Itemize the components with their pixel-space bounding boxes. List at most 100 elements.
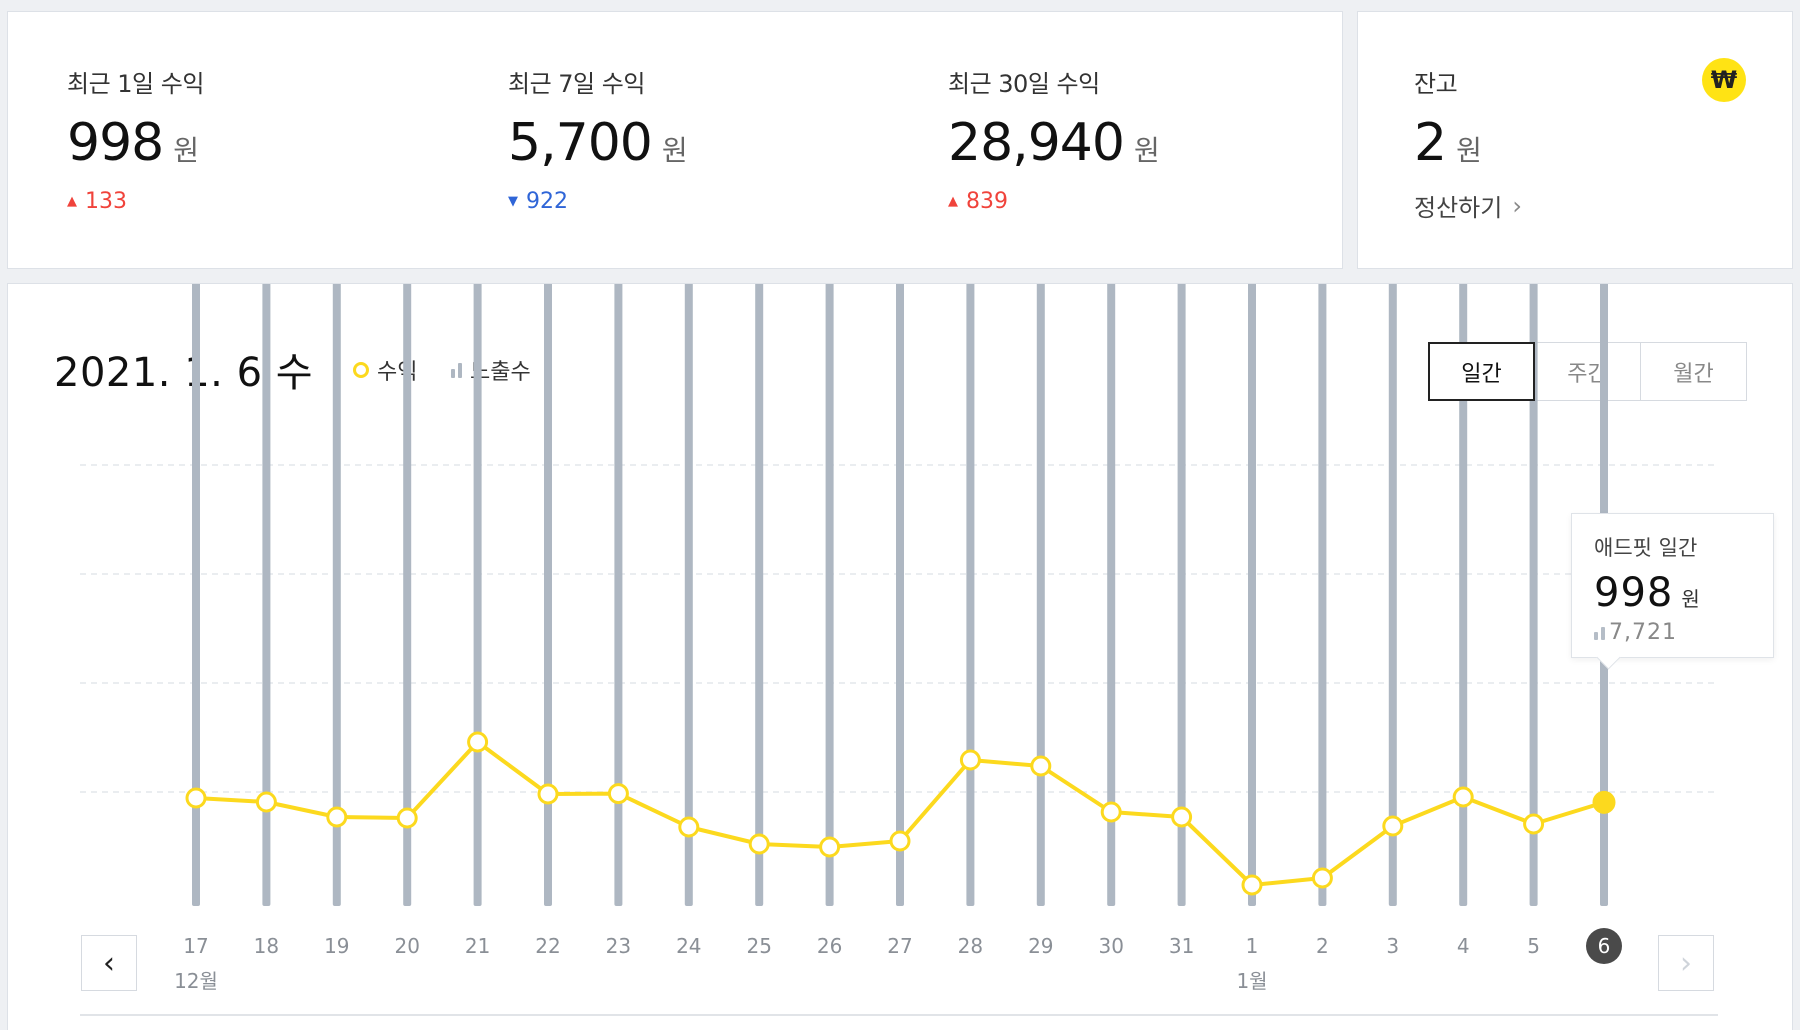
tooltip-title: 애드핏 일간 xyxy=(1594,536,1698,560)
prev-period-button[interactable]: ‹ xyxy=(81,935,137,991)
tooltip-value: 998 xyxy=(1594,570,1674,616)
stat-value: 5,700 xyxy=(508,113,653,173)
stat-value: 28,940 xyxy=(948,113,1125,173)
tab-daily[interactable]: 일간 xyxy=(1428,342,1535,401)
period-tabs: 일간 주간 월간 xyxy=(1428,342,1747,401)
x-tick-label: 18 xyxy=(254,934,279,958)
revenue-point xyxy=(1311,867,1333,889)
settle-label: 정산하기 xyxy=(1414,194,1503,222)
impression-bar xyxy=(544,284,552,906)
stat-label: 최근 7일 수익 xyxy=(508,70,645,98)
revenue-point xyxy=(959,749,981,771)
impression-bar xyxy=(896,284,904,906)
revenue-point xyxy=(1592,790,1616,814)
impression-bar xyxy=(1107,284,1116,906)
balance-value: 2 xyxy=(1414,113,1447,173)
tooltip-impressions-value: 7,721 xyxy=(1609,620,1677,645)
revenue-point xyxy=(1241,874,1263,896)
x-tick-label: 22 xyxy=(535,934,560,958)
balance-stat: 잔고 2 원 xyxy=(1414,64,1482,173)
revenue-point xyxy=(1382,815,1404,837)
x-tick-label: 20 xyxy=(394,934,419,958)
tab-monthly[interactable]: 월간 xyxy=(1640,342,1747,401)
stat-7day: 최근 7일 수익 5,700 원 ▼ 922 xyxy=(508,64,688,214)
bar-chart-icon xyxy=(451,362,462,378)
stat-unit: 원 xyxy=(1133,134,1160,167)
stat-value: 998 xyxy=(67,113,164,173)
x-tick-label: 30 xyxy=(1098,934,1123,958)
bar-chart-icon xyxy=(1594,626,1605,640)
x-tick-label: 28 xyxy=(958,934,983,958)
x-tick-label: 25 xyxy=(746,934,771,958)
x-tick-label: 6 xyxy=(1598,934,1611,958)
x-tick-label: 17 xyxy=(183,934,208,958)
revenue-point xyxy=(1100,801,1122,823)
x-tick-label: 26 xyxy=(817,934,842,958)
revenue-point xyxy=(326,806,348,828)
revenue-point xyxy=(1523,813,1545,835)
stat-delta: ▲ 133 xyxy=(67,189,204,214)
revenue-point xyxy=(678,816,700,838)
x-tick-label: 23 xyxy=(606,934,631,958)
balance-unit: 원 xyxy=(1456,134,1482,167)
impression-bar xyxy=(1459,284,1468,906)
stat-30day: 최근 30일 수익 28,940 원 ▲ 839 xyxy=(948,64,1160,214)
impression-bar xyxy=(192,284,200,906)
stat-delta: ▼ 922 xyxy=(508,189,688,214)
x-tick-label: 27 xyxy=(887,934,912,958)
revenue-point xyxy=(1030,755,1052,777)
x-tick-label: 29 xyxy=(1028,934,1053,958)
impression-bar xyxy=(825,284,834,906)
x-tick-label: 31 xyxy=(1169,934,1194,958)
settle-link[interactable]: 정산하기 › xyxy=(1414,188,1522,223)
revenue-point xyxy=(255,791,277,813)
stat-unit: 원 xyxy=(661,134,688,167)
x-tick-label: 24 xyxy=(676,934,701,958)
summary-card: 최근 1일 수익 998 원 ▲ 133 최근 7일 수익 5,700 원 ▼ … xyxy=(7,11,1343,269)
month-label: 12월 xyxy=(174,969,218,993)
month-label: 1월 xyxy=(1236,969,1267,993)
impression-bar xyxy=(1248,284,1256,906)
revenue-point xyxy=(396,807,418,829)
stat-delta: ▲ 839 xyxy=(948,189,1160,214)
impression-bar xyxy=(403,284,412,906)
impression-bar xyxy=(473,284,482,906)
x-tick-label: 19 xyxy=(324,934,349,958)
revenue-point xyxy=(748,833,770,855)
impression-bar xyxy=(1177,284,1186,906)
chevron-left-icon: ‹ xyxy=(103,945,115,981)
impression-bar xyxy=(755,284,764,906)
impression-bar xyxy=(1529,284,1538,906)
impression-bar xyxy=(332,284,341,906)
triangle-up-icon: ▲ xyxy=(67,194,77,209)
revenue-point xyxy=(607,783,629,805)
stat-label: 최근 30일 수익 xyxy=(948,70,1100,98)
chart-card: 2021. 1. 6 수 수익 노출수 일간 주간 월간 17 18 19 20 21 2… xyxy=(7,283,1793,1030)
revenue-point xyxy=(467,731,489,753)
x-tick-label: 3 xyxy=(1386,934,1399,958)
chevron-right-icon: › xyxy=(1680,945,1692,981)
revenue-point xyxy=(1171,806,1193,828)
balance-card: 잔고 2 원 ₩ 정산하기 › xyxy=(1357,11,1793,269)
impression-bar xyxy=(262,284,271,906)
selected-day-marker xyxy=(1586,928,1622,964)
revenue-point xyxy=(185,787,207,809)
balance-label: 잔고 xyxy=(1414,70,1458,98)
delta-value: 839 xyxy=(966,189,1008,214)
impression-bar xyxy=(684,284,693,906)
stat-1day: 최근 1일 수익 998 원 ▲ 133 xyxy=(67,64,204,214)
impression-bar xyxy=(966,284,975,906)
x-tick-label: 21 xyxy=(465,934,490,958)
chevron-right-icon: › xyxy=(1512,191,1522,220)
tooltip-unit: 원 xyxy=(1681,587,1700,611)
stat-label: 최근 1일 수익 xyxy=(67,70,204,98)
revenue-point xyxy=(889,830,911,852)
revenue-point xyxy=(537,783,559,805)
chart-tooltip: 애드핏 일간 998 원 7,721 xyxy=(1571,513,1774,658)
tab-weekly[interactable]: 주간 xyxy=(1534,342,1641,401)
impression-bar xyxy=(1318,284,1327,906)
impression-bar xyxy=(614,284,623,906)
next-period-button[interactable]: › xyxy=(1658,935,1714,991)
impression-bar xyxy=(1036,284,1045,906)
